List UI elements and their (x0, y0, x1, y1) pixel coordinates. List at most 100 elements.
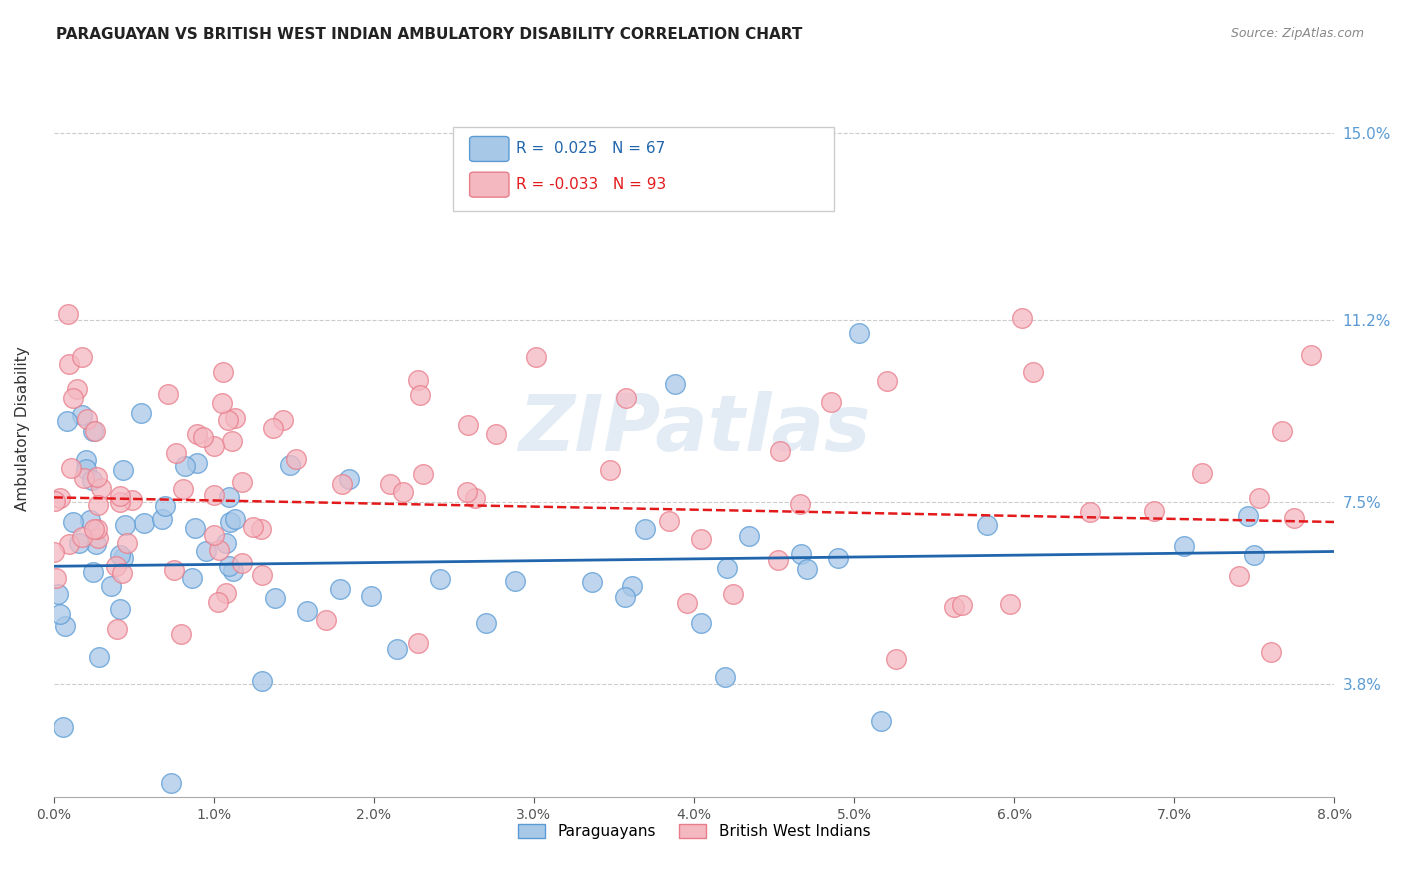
Point (378, 477, 401, 491)
Point (44, 494, 66, 508)
Point (115, 535, 138, 549)
Point (620, 578, 643, 592)
Point (409, 388, 432, 402)
Point (46, 587, 69, 601)
Point (231, 475, 253, 489)
Text: R =  0.025   N = 67: R = 0.025 N = 67 (516, 142, 665, 156)
Point (1249, 491, 1271, 505)
Point (456, 485, 478, 500)
Point (222, 564, 245, 578)
Point (82, 473, 104, 487)
Point (329, 582, 352, 596)
Point (766, 553, 789, 567)
Point (271, 413, 294, 427)
Point (262, 421, 284, 435)
Point (110, 494, 132, 508)
Point (45, 571, 67, 585)
Point (524, 350, 547, 364)
Point (252, 674, 274, 689)
Point (503, 574, 526, 588)
Point (886, 652, 908, 666)
Point (614, 391, 637, 405)
Point (278, 458, 301, 472)
Text: PARAGUAYAN VS BRITISH WEST INDIAN AMBULATORY DISABILITY CORRELATION CHART: PARAGUAYAN VS BRITISH WEST INDIAN AMBULA… (56, 27, 803, 42)
Point (713, 670, 735, 684)
Point (406, 372, 429, 386)
Point (1143, 503, 1166, 517)
Point (250, 522, 273, 536)
Point (83, 424, 105, 438)
Point (112, 550, 135, 565)
Point (70, 530, 93, 544)
Point (166, 446, 188, 460)
Point (59, 460, 82, 475)
Point (191, 430, 214, 444)
Text: R = -0.033   N = 93: R = -0.033 N = 93 (516, 178, 666, 192)
Point (613, 591, 636, 605)
Point (183, 521, 205, 535)
Point (75, 453, 97, 467)
Point (79, 513, 101, 527)
Point (219, 515, 242, 529)
Point (738, 529, 761, 543)
Point (1191, 466, 1213, 480)
Point (1260, 645, 1282, 659)
Point (827, 551, 849, 566)
Point (218, 558, 240, 573)
Point (83, 522, 105, 536)
Point (215, 536, 238, 550)
Point (44, 545, 66, 559)
Point (49, 491, 72, 506)
Point (664, 377, 686, 392)
Point (67, 536, 90, 550)
Point (202, 439, 225, 453)
Point (464, 491, 486, 505)
Point (186, 456, 208, 470)
Point (172, 483, 194, 497)
Point (170, 626, 193, 640)
Point (1227, 568, 1250, 582)
Point (56, 307, 79, 321)
Point (86, 537, 108, 551)
Point (1011, 310, 1033, 325)
Point (112, 463, 135, 477)
Point (86, 522, 108, 536)
Point (998, 597, 1021, 611)
Point (207, 595, 229, 609)
Point (224, 411, 246, 425)
Point (202, 528, 225, 542)
Point (217, 413, 239, 427)
Point (108, 489, 131, 503)
Point (105, 622, 128, 636)
Point (87, 531, 110, 545)
Point (1237, 508, 1260, 523)
Point (90, 482, 112, 496)
Point (186, 426, 208, 441)
Point (75, 462, 97, 476)
Point (87, 499, 110, 513)
Point (73, 471, 96, 485)
Point (658, 514, 681, 528)
Point (157, 386, 180, 401)
Point (211, 395, 233, 409)
Point (194, 544, 217, 558)
Point (1173, 539, 1195, 553)
Point (943, 599, 966, 614)
Point (121, 493, 143, 508)
Point (820, 394, 842, 409)
Point (70, 350, 93, 364)
Point (599, 463, 621, 477)
Point (208, 542, 231, 557)
Point (457, 417, 479, 432)
Point (796, 561, 818, 575)
Point (385, 642, 408, 657)
Point (159, 776, 181, 790)
Point (716, 561, 738, 575)
Point (412, 467, 434, 482)
Point (153, 499, 176, 513)
Point (1078, 505, 1101, 519)
Point (181, 571, 204, 585)
Point (1243, 548, 1265, 562)
Point (242, 520, 264, 534)
Point (295, 604, 318, 618)
